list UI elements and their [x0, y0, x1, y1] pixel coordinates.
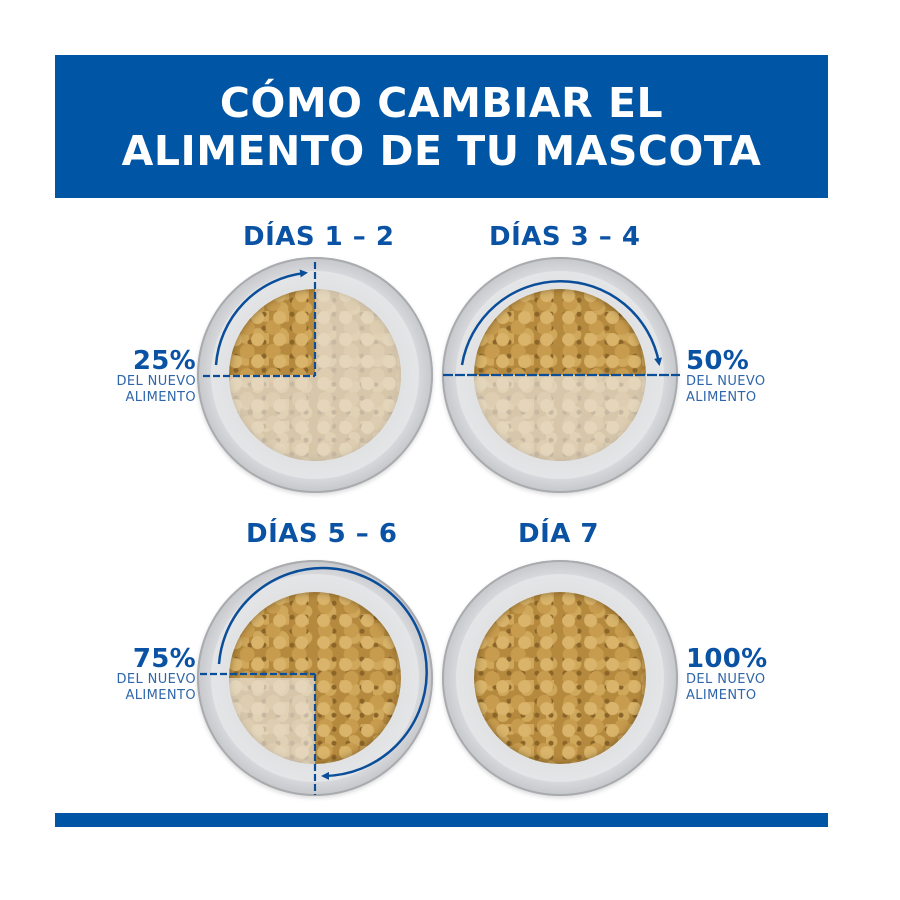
- step-4-percent-label: 100% DEL NUEVO ALIMENTO: [686, 646, 796, 704]
- step-4-caption-2: ALIMENTO: [686, 688, 757, 703]
- kibble-image: [229, 592, 401, 764]
- footer-bar: [55, 813, 828, 827]
- title-line-1: CÓMO CAMBIAR EL: [219, 78, 664, 127]
- step-1-caption-1: DEL NUEVO: [116, 374, 196, 389]
- step-1-title: DÍAS 1 – 2: [243, 222, 395, 252]
- step-2-bowl-icon: [442, 257, 678, 493]
- step-3-title: DÍAS 5 – 6: [246, 519, 398, 549]
- step-4-percent: 100%: [686, 644, 768, 674]
- title-banner: CÓMO CAMBIAR EL ALIMENTO DE TU MASCOTA: [55, 55, 828, 198]
- step-4-bowl-icon: [442, 560, 678, 796]
- title-line-2: ALIMENTO DE TU MASCOTA: [121, 126, 762, 175]
- step-4-title: DÍA 7: [518, 519, 600, 549]
- step-1-percent-label: 25% DEL NUEVO ALIMENTO: [95, 348, 196, 406]
- kibble-image: [474, 592, 646, 764]
- step-2-title: DÍAS 3 – 4: [489, 222, 641, 252]
- step-3-bowl-icon: [197, 560, 433, 796]
- step-1-caption-2: ALIMENTO: [125, 390, 196, 405]
- step-2-caption-2: ALIMENTO: [686, 390, 757, 405]
- step-3-percent-label: 75% DEL NUEVO ALIMENTO: [95, 646, 196, 704]
- kibble-image: [474, 289, 646, 461]
- step-2-percent: 50%: [686, 346, 750, 376]
- kibble-image: [229, 289, 401, 461]
- step-3-caption-1: DEL NUEVO: [116, 672, 196, 687]
- step-2-percent-label: 50% DEL NUEVO ALIMENTO: [686, 348, 796, 406]
- step-3-percent: 75%: [132, 644, 196, 674]
- step-1-percent: 25%: [132, 346, 196, 376]
- step-1-bowl-icon: [197, 257, 433, 493]
- step-4-caption-1: DEL NUEVO: [686, 672, 766, 687]
- step-2-caption-1: DEL NUEVO: [686, 374, 766, 389]
- step-3-caption-2: ALIMENTO: [125, 688, 196, 703]
